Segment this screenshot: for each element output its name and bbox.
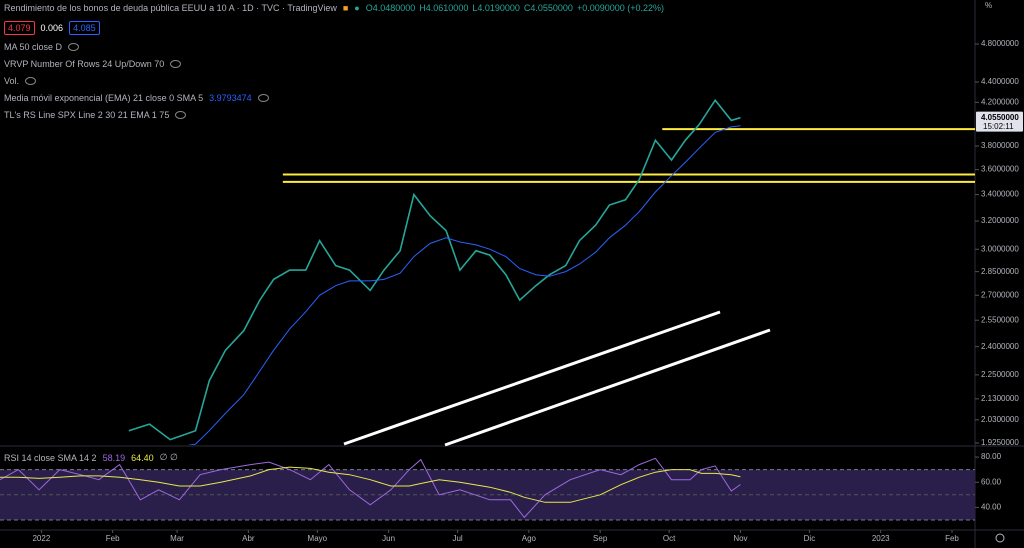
ohlc-value: O4.0480000 bbox=[365, 3, 416, 13]
y-tick-label: 2.2500000 bbox=[981, 370, 1019, 379]
status-dot: ● bbox=[354, 3, 360, 13]
visibility-icon[interactable] bbox=[68, 43, 80, 51]
x-tick-label: Mar bbox=[170, 534, 184, 543]
x-tick-label: Mayo bbox=[308, 534, 328, 543]
indicator-row: MA 50 close D bbox=[4, 42, 80, 52]
rsi-legend: RSI 14 close SMA 14 2 58.19 64.40 ∅ ∅ bbox=[4, 452, 178, 463]
y-tick-label: 1.9250000 bbox=[981, 438, 1019, 447]
indicator-name: VRVP Number Of Rows 24 Up/Down 70 bbox=[4, 59, 165, 69]
y-tick-label: 2.7000000 bbox=[981, 290, 1019, 299]
ohlc-value: L4.0190000 bbox=[472, 3, 520, 13]
visibility-icon[interactable] bbox=[257, 94, 269, 102]
unit-label: % bbox=[985, 1, 992, 10]
settings-icon[interactable] bbox=[995, 533, 1005, 543]
series-line bbox=[0, 466, 741, 503]
ohlc: O4.0480000 H4.0610000 L4.0190000 C4.0550000… bbox=[366, 3, 664, 13]
trend-line bbox=[343, 310, 721, 446]
indicator-name: MA 50 close D bbox=[4, 42, 63, 52]
y-tick-label: 80.00 bbox=[981, 452, 1002, 461]
indicator-row: VRVP Number Of Rows 24 Up/Down 70 bbox=[4, 59, 182, 69]
y-tick-label: 4.2000000 bbox=[981, 97, 1019, 106]
visibility-icon[interactable] bbox=[170, 60, 182, 68]
y-tick-label: 2.0300000 bbox=[981, 415, 1019, 424]
symbol-title: Rendimiento de los bonos de deuda públic… bbox=[4, 3, 337, 13]
last-price-box bbox=[976, 111, 1023, 132]
ohlc-value: C4.0550000 bbox=[523, 3, 573, 13]
indicator-name: Media móvil exponencial (EMA) 21 close 0… bbox=[4, 93, 204, 103]
ohlc-value: +0.0090000 (+0.22%) bbox=[576, 3, 665, 13]
y-tick-label: 2.1300000 bbox=[981, 394, 1019, 403]
series-line bbox=[0, 457, 741, 519]
y-tick-label: 3.0000000 bbox=[981, 244, 1019, 253]
rsi-extra: ∅ ∅ bbox=[159, 452, 178, 462]
indicator-name: TL's RS Line SPX Line 2 30 21 EMA 1 75 bbox=[4, 110, 170, 120]
x-tick-label: Feb bbox=[106, 534, 120, 543]
indicator-value: 3.9793474 bbox=[209, 93, 252, 103]
y-tick-label: 2.4000000 bbox=[981, 342, 1019, 351]
y-tick-label: 3.8000000 bbox=[981, 141, 1019, 150]
rsi-value: 58.19 bbox=[102, 452, 126, 463]
bid[interactable]: 4.079 bbox=[4, 21, 35, 35]
visibility-icon[interactable] bbox=[175, 111, 187, 119]
rsi-sma-value: 64.40 bbox=[131, 452, 154, 463]
x-tick-label: 2022 bbox=[32, 534, 50, 543]
y-tick-label: 40.00 bbox=[981, 502, 1002, 511]
countdown: 15:02:11 bbox=[983, 122, 1014, 131]
x-tick-label: Jun bbox=[382, 534, 395, 543]
ask[interactable]: 4.085 bbox=[69, 21, 100, 35]
indicator-row: Media móvil exponencial (EMA) 21 close 0… bbox=[4, 93, 269, 103]
x-tick-label: Sep bbox=[593, 534, 608, 543]
quote-row: 4.079 0.006 4.085 bbox=[4, 21, 100, 35]
flag-icon[interactable]: ■ bbox=[342, 3, 349, 13]
series-line bbox=[187, 125, 741, 445]
ohlc-value: H4.0610000 bbox=[419, 3, 469, 13]
title-row: Rendimiento de los bonos de deuda públic… bbox=[4, 3, 664, 13]
y-tick-label: 3.4000000 bbox=[981, 190, 1019, 199]
rsi-title: RSI 14 close SMA 14 2 bbox=[4, 452, 97, 463]
y-tick-label: 2.5500000 bbox=[981, 315, 1019, 324]
y-tick-label: 4.8000000 bbox=[981, 39, 1019, 48]
indicator-row: Vol. bbox=[4, 76, 37, 86]
x-tick-label: Dic bbox=[804, 534, 816, 543]
indicator-name: Vol. bbox=[4, 76, 20, 86]
x-tick-label: Oct bbox=[663, 534, 676, 543]
visibility-icon[interactable] bbox=[25, 77, 37, 85]
x-tick-label: 2023 bbox=[872, 534, 890, 543]
y-tick-label: 3.2000000 bbox=[981, 216, 1019, 225]
x-tick-label: Jul bbox=[452, 534, 462, 543]
indicator-row: TL's RS Line SPX Line 2 30 21 EMA 1 75 bbox=[4, 110, 187, 120]
x-tick-label: Abr bbox=[242, 534, 255, 543]
y-tick-label: 3.6000000 bbox=[981, 165, 1019, 174]
x-tick-label: Feb bbox=[945, 534, 959, 543]
x-tick-label: Ago bbox=[522, 534, 537, 543]
trend-line bbox=[444, 328, 771, 447]
y-tick-label: 4.4000000 bbox=[981, 77, 1019, 86]
y-tick-label: 60.00 bbox=[981, 477, 1002, 486]
last-price-label: 4.0550000 bbox=[981, 113, 1019, 122]
y-tick-label: 2.8500000 bbox=[981, 267, 1019, 276]
x-tick-label: Nov bbox=[733, 534, 747, 543]
spread: 0.006 bbox=[40, 23, 64, 33]
series-line bbox=[128, 98, 741, 441]
